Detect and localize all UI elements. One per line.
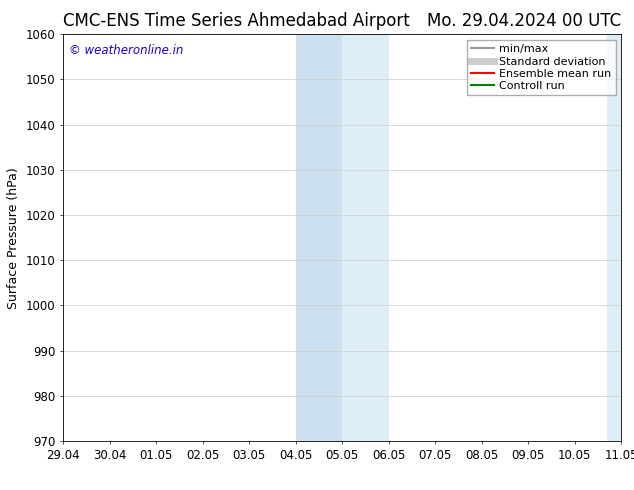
Bar [342, 34, 389, 441]
Bar [296, 34, 342, 441]
Bar [607, 34, 621, 441]
Text: Mo. 29.04.2024 00 UTC: Mo. 29.04.2024 00 UTC [427, 12, 621, 30]
Legend: min/max, Standard deviation, Ensemble mean run, Controll run: min/max, Standard deviation, Ensemble me… [467, 40, 616, 96]
Y-axis label: Surface Pressure (hPa): Surface Pressure (hPa) [8, 167, 20, 309]
Text: © weatheronline.in: © weatheronline.in [69, 45, 183, 57]
Text: CMC-ENS Time Series Ahmedabad Airport: CMC-ENS Time Series Ahmedabad Airport [63, 12, 410, 30]
